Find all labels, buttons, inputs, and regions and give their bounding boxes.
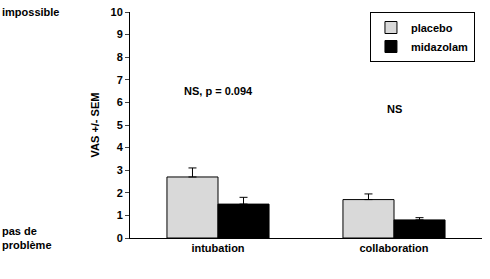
svg-text:NS: NS	[387, 103, 402, 115]
svg-text:8: 8	[117, 51, 123, 63]
svg-text:impossible: impossible	[2, 6, 59, 18]
svg-text:pas deproblème: pas deproblème	[2, 225, 52, 251]
svg-text:5: 5	[117, 119, 123, 131]
svg-text:placebo: placebo	[411, 22, 453, 34]
svg-text:10: 10	[111, 6, 123, 18]
svg-text:7: 7	[117, 74, 123, 86]
svg-text:6: 6	[117, 96, 123, 108]
svg-text:midazolam: midazolam	[411, 41, 468, 53]
svg-text:3: 3	[117, 164, 123, 176]
svg-text:intubation: intubation	[191, 242, 244, 254]
svg-text:1: 1	[117, 209, 123, 221]
svg-text:0: 0	[117, 232, 123, 244]
svg-text:collaboration: collaboration	[359, 242, 428, 254]
svg-text:9: 9	[117, 28, 123, 40]
svg-text:VAS +/- SEM: VAS +/- SEM	[89, 93, 101, 158]
svg-text:2: 2	[117, 187, 123, 199]
svg-text:NS, p = 0.094: NS, p = 0.094	[184, 85, 253, 97]
svg-text:4: 4	[117, 141, 124, 153]
